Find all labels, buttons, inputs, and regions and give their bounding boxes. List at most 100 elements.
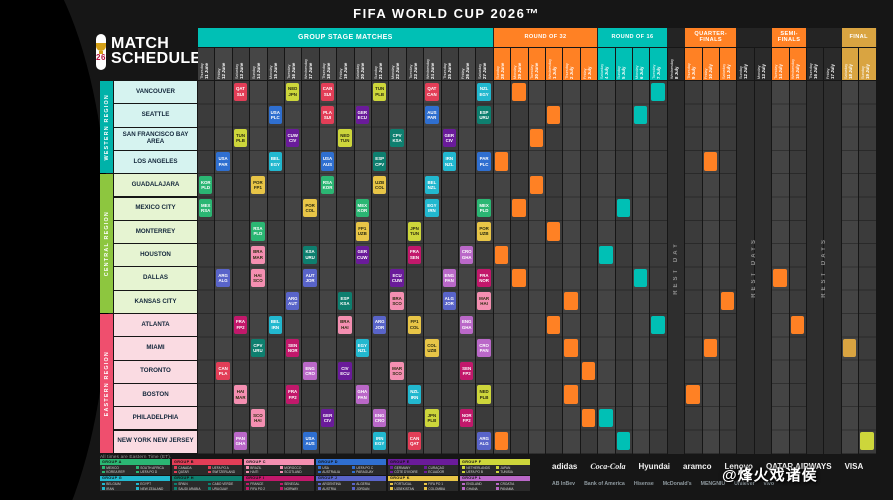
date-day: Wednesday <box>669 59 674 79</box>
date-number: 26 June <box>465 62 471 79</box>
flag-icon <box>136 482 139 486</box>
date-day: Saturday <box>721 63 726 79</box>
match-team-home: COL <box>427 342 437 348</box>
match-cell <box>494 245 509 264</box>
flag-icon <box>390 466 393 469</box>
date-header-cell: Sunday 5 July <box>615 48 632 80</box>
match-cell: KSA URU <box>303 245 317 264</box>
match-cell <box>494 432 509 451</box>
match-cell: FRA FP2 <box>286 385 300 404</box>
timezone-note: All times are Eastern Time (ET). <box>100 454 172 459</box>
match-team-away: EGY <box>479 91 489 97</box>
column-stripe <box>737 81 754 454</box>
match-cell: CRO GHA <box>460 245 474 264</box>
legend-team-name: ENGLAND <box>466 482 482 486</box>
match-team-away: CRO <box>374 417 385 423</box>
match-cell: GHA PAN <box>355 385 369 404</box>
legend-team-name: NETHERLANDS <box>466 465 491 470</box>
flag-icon <box>424 466 427 469</box>
match-cell: FRA NOR <box>477 268 491 288</box>
legend-team: QATAR <box>174 470 207 474</box>
date-header-cell: Saturday 4 July <box>598 48 615 80</box>
match-team-away: SEN <box>409 254 419 260</box>
column-stripe <box>754 81 772 454</box>
match-team-away: NZL <box>358 347 367 353</box>
city-label: MEXICO CITY <box>114 197 197 220</box>
date-label: Monday 15 June <box>269 49 281 79</box>
city-label: SAN FRANCISCO BAY AREA <box>114 127 197 150</box>
rest-label: REST DAY <box>668 81 684 454</box>
legend-team-name: PARAGUAY <box>356 470 374 474</box>
match-team-away: UZB <box>427 347 437 353</box>
flag-icon <box>462 487 465 490</box>
match-cell: SEN FP2 <box>460 362 474 381</box>
date-number: 18 July <box>847 64 853 79</box>
date-day: Sunday <box>617 66 622 79</box>
legend-team: PARAGUAY <box>352 470 385 474</box>
column-stripe <box>615 81 632 454</box>
date-day: Friday <box>582 68 587 79</box>
date-number: 6 July <box>639 66 645 79</box>
match-team-home: MAR <box>392 365 403 371</box>
city-label: PHILADELPHIA <box>114 407 197 430</box>
match-team-home: GHA <box>357 389 368 395</box>
match-team-away: SCO <box>392 371 402 377</box>
column-stripe <box>702 81 719 454</box>
match-team-home: BRA <box>392 296 402 302</box>
group-legend-panel: GROUP F NETHERLANDS JAPAN UEFA PO B TUNISIA <box>460 459 530 475</box>
flag-icon <box>208 470 211 474</box>
date-day: Wednesday <box>791 59 796 79</box>
date-header-cell: Thursday 11 June <box>198 48 215 80</box>
legend-team: HAITI <box>246 470 279 474</box>
column-stripe <box>841 81 859 454</box>
match-team-home: CIV <box>341 365 349 371</box>
match-team-away: PLB <box>479 394 489 400</box>
match-team-home: ENG <box>444 272 455 278</box>
legend-team: SENEGAL <box>280 482 313 486</box>
legend-team: ALGERIA <box>352 482 385 486</box>
legend-team: COLOMBIA <box>424 487 457 491</box>
legend-team-name: SWITZERLAND <box>212 470 236 474</box>
date-label: Thursday 16 July <box>809 49 821 79</box>
match-cell <box>494 152 509 171</box>
legend-team: BRAZIL <box>246 466 279 470</box>
legend-team: USA <box>318 466 351 470</box>
column-stripe <box>546 81 563 454</box>
legend-team: CANADA <box>174 466 207 470</box>
match-team-away: SCO <box>253 278 263 284</box>
flag-icon <box>208 482 211 486</box>
column-stripe <box>789 81 806 454</box>
date-number: 13 June <box>238 62 244 79</box>
legend-team: CURAÇAO <box>424 466 457 470</box>
date-header-cell: Wednesday 8 July <box>667 48 685 80</box>
sponsor-logo-vivo: vivo <box>763 481 774 487</box>
match-cell: ARG JOR <box>373 315 387 334</box>
match-team-away: URU <box>479 114 489 120</box>
trophy-icon <box>96 42 106 54</box>
column-stripe <box>667 81 685 454</box>
date-label: Monday 29 June <box>513 49 525 79</box>
match-team-away: CIV <box>445 138 453 144</box>
date-label: Saturday 4 July <box>600 49 612 79</box>
match-cell: EGY NZL <box>355 338 369 358</box>
legend-team: CÔTE D'IVOIRE <box>390 470 423 474</box>
stage-header-group-stage-matches: GROUP STAGE MATCHES <box>198 28 493 47</box>
column-stripe <box>372 81 389 454</box>
match-cell: UZB COL <box>373 175 387 194</box>
match-team-home: HAI <box>254 272 262 278</box>
date-day: Tuesday <box>652 64 657 79</box>
match-cell <box>599 245 613 264</box>
logo-line-match: MATCH <box>111 35 170 53</box>
match-cell <box>651 315 665 334</box>
logo-line-schedule: SCHEDULE <box>111 50 202 67</box>
legend-team-name: UEFA PO D <box>140 470 158 474</box>
flag-icon <box>136 487 139 490</box>
match-team-away: URU <box>305 254 315 260</box>
date-label: Wednesday 8 July <box>670 49 682 79</box>
match-team-home: ARG <box>374 319 385 325</box>
match-team-home: MEX <box>479 202 489 208</box>
match-team-away: CUW <box>357 254 368 260</box>
date-header-cell: Friday 10 July <box>702 48 719 80</box>
match-team-home: POR <box>253 179 263 185</box>
date-header-cell: Thursday 25 June <box>441 48 458 80</box>
